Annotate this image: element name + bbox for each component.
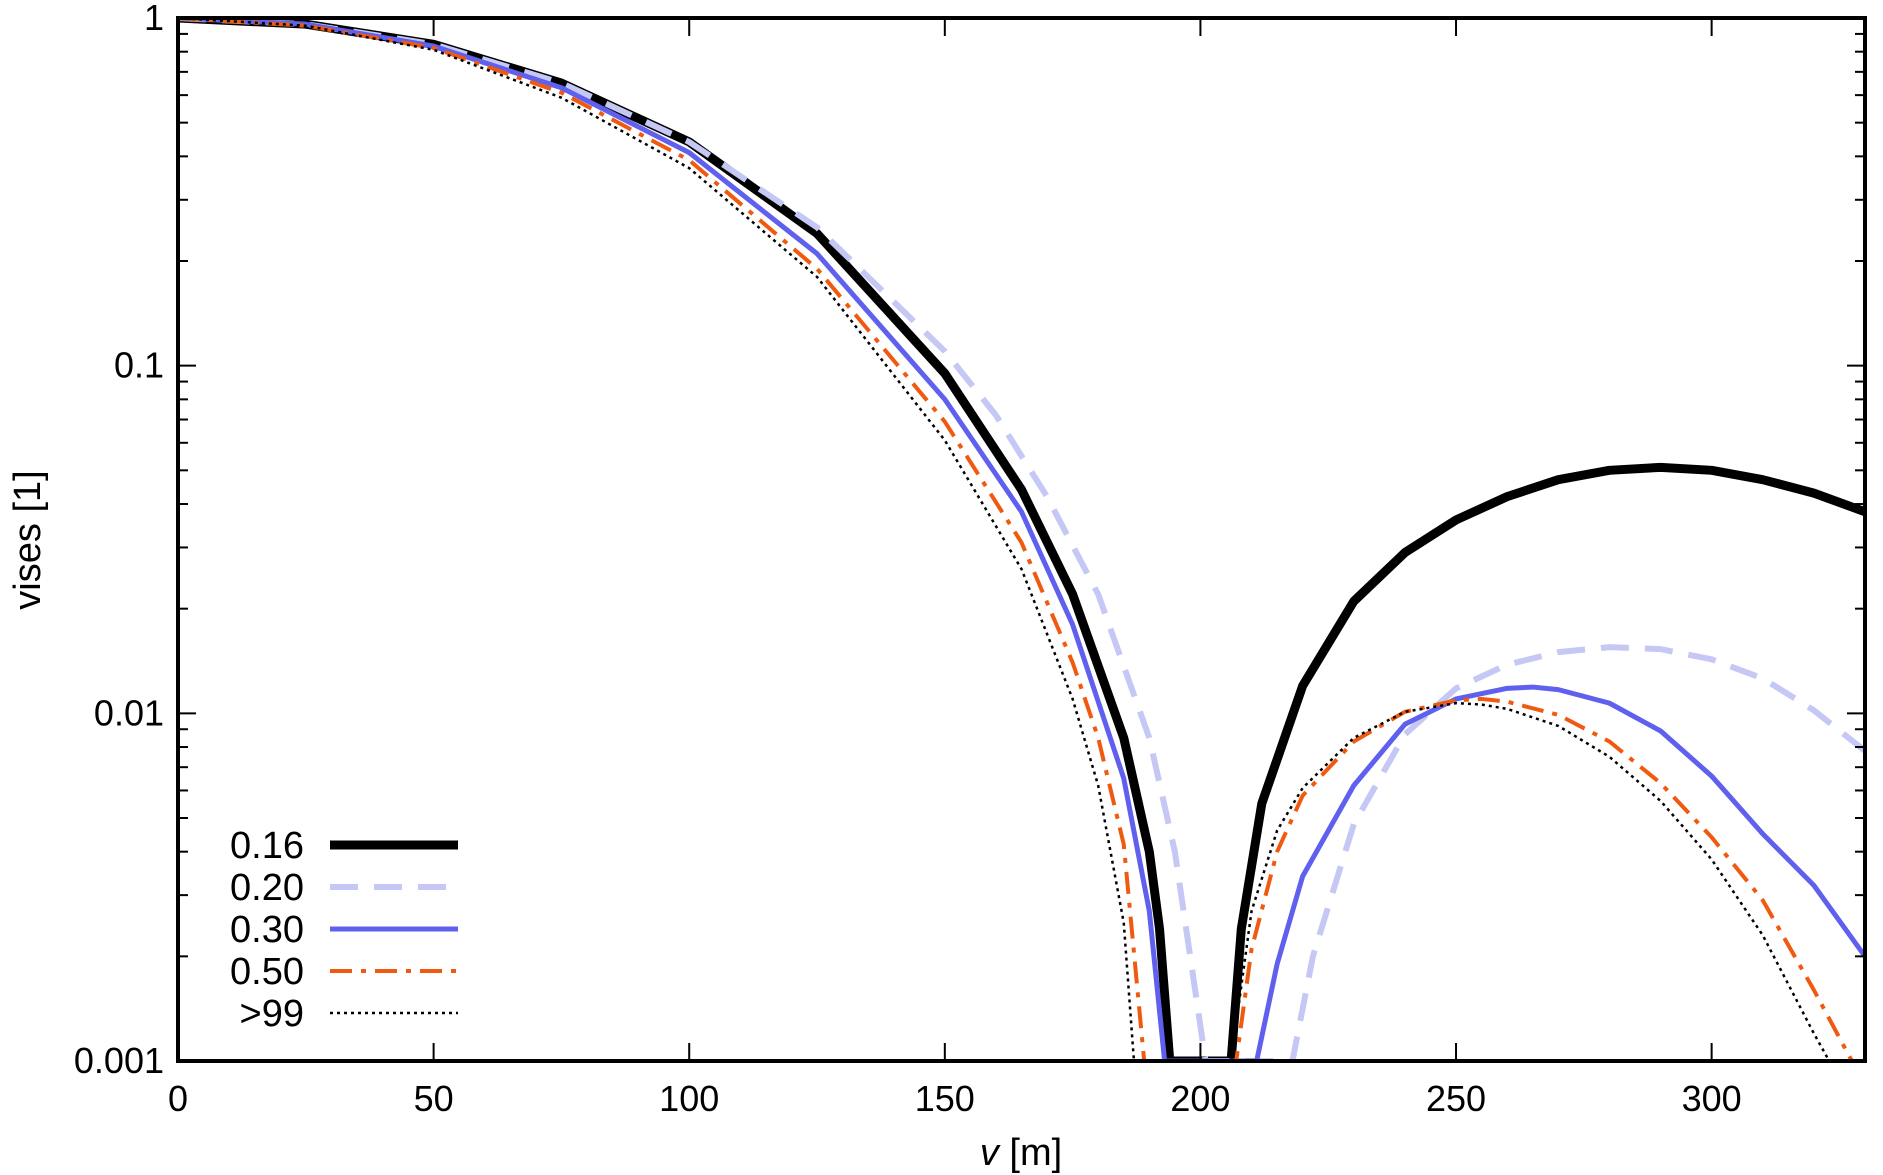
x-tick-label: 250 (1426, 1078, 1486, 1119)
x-axis-label-variable: v (980, 1132, 1001, 1174)
series-line-2 (178, 18, 1865, 1061)
y-tick-labels: 0.001 0.01 0.1 1 (74, 0, 164, 1081)
series-line-0 (178, 18, 1865, 1061)
x-axis-label: v [m] (980, 1132, 1062, 1174)
y-axis-label: vises [1] (7, 470, 49, 609)
y-tick-label: 0.01 (94, 692, 164, 733)
y-tick-label: 0.1 (114, 345, 164, 386)
series-line-4 (178, 18, 1831, 1061)
x-tick-label: 50 (414, 1078, 454, 1119)
series-layer (178, 18, 1865, 1061)
y-tick-label: 0.001 (74, 1040, 164, 1081)
legend-label-3: 0.50 (230, 951, 304, 993)
legend: 0.160.200.300.50>99 (230, 825, 458, 1035)
axis-ticks (177, 17, 1865, 1062)
y-tick-label: 1 (144, 0, 164, 38)
series-line-1 (178, 18, 1865, 1061)
x-axis-label-unit: [m] (999, 1132, 1062, 1174)
x-tick-labels: 0 50 100 150 200 250 300 (168, 1078, 1742, 1119)
x-tick-label: 200 (1170, 1078, 1230, 1119)
legend-label-4: >99 (240, 993, 304, 1035)
legend-label-1: 0.20 (230, 867, 304, 909)
x-tick-label: 300 (1682, 1078, 1742, 1119)
legend-label-0: 0.16 (230, 825, 304, 867)
x-tick-label: 100 (659, 1078, 719, 1119)
x-tick-label: 150 (915, 1078, 975, 1119)
plot-frame (176, 16, 1867, 1063)
series-line-3 (178, 18, 1855, 1061)
x-tick-label: 0 (168, 1078, 188, 1119)
legend-label-2: 0.30 (230, 909, 304, 951)
